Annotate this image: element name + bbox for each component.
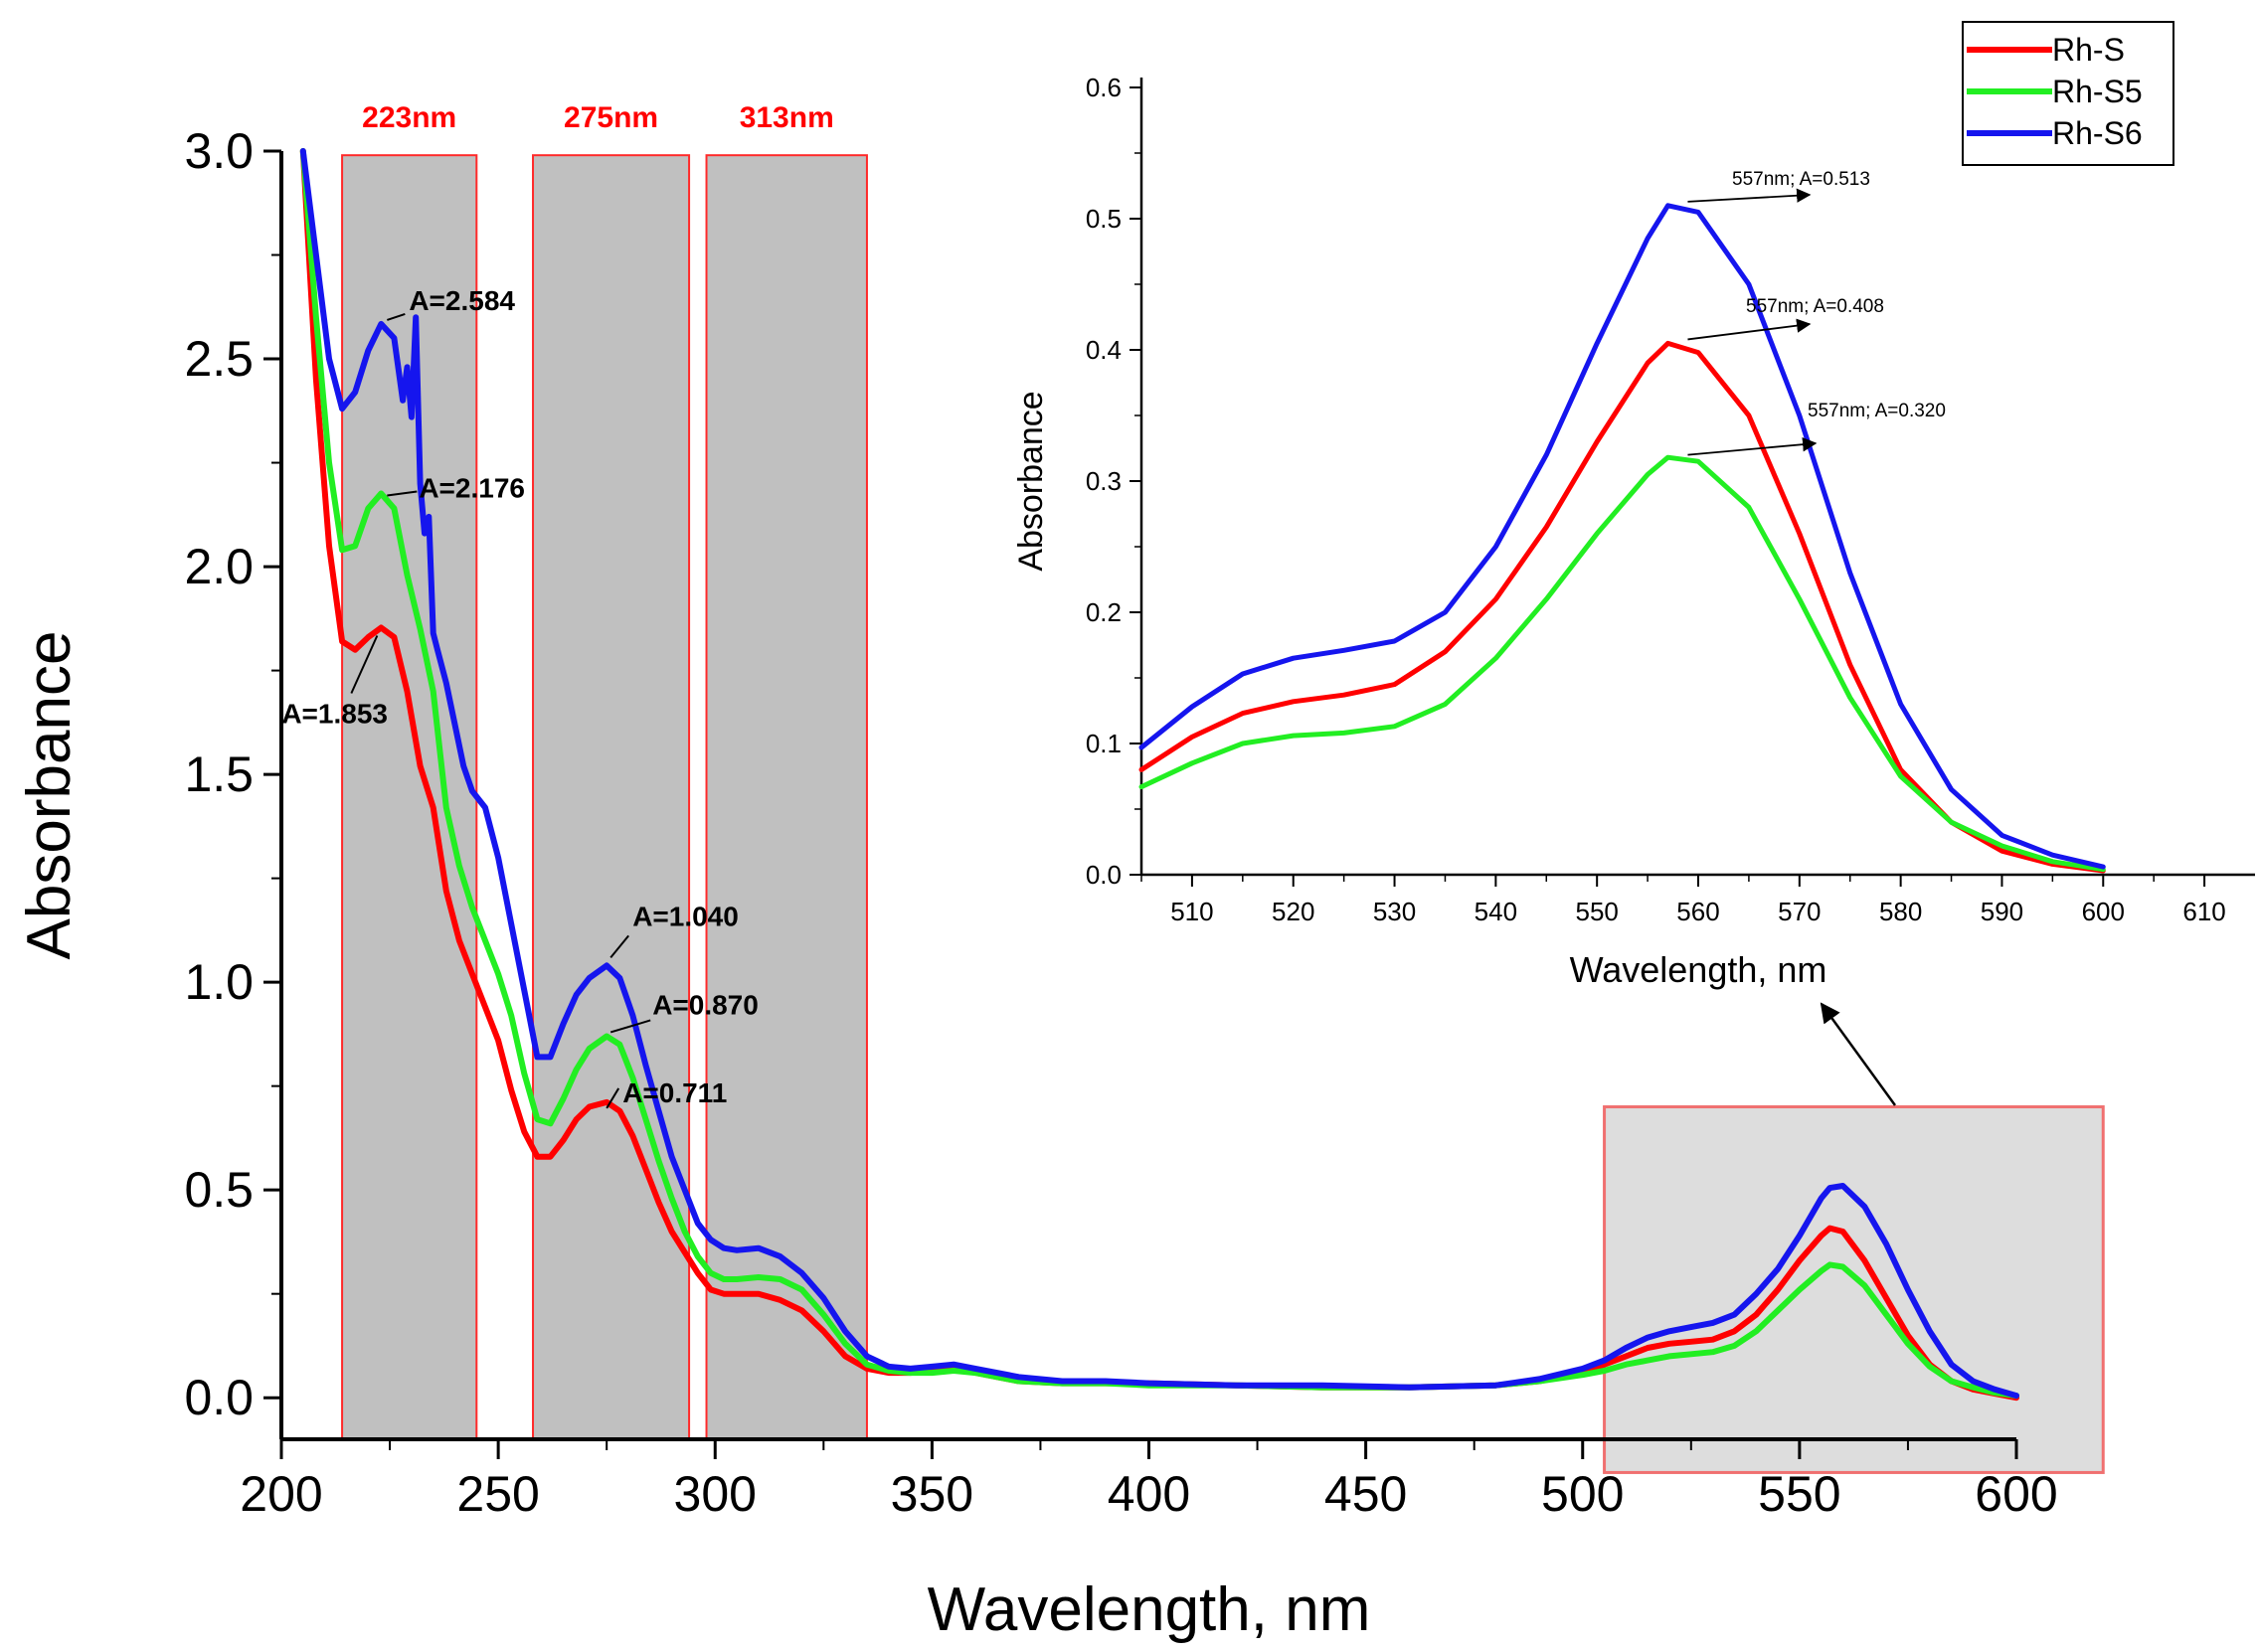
band-1 bbox=[532, 154, 691, 1440]
annotation-leader-3 bbox=[609, 934, 629, 959]
inset-annotation-arrow-0 bbox=[1687, 188, 1812, 203]
inset-x-tick-label-0: 510 bbox=[1170, 897, 1213, 926]
annotation-label-4: A=0.870 bbox=[652, 989, 759, 1020]
inset-x-tick-label-9: 600 bbox=[2082, 897, 2125, 926]
annotation-label-1: A=2.176 bbox=[419, 472, 525, 503]
annotation-label-5: A=0.711 bbox=[622, 1077, 727, 1108]
annotation-leader-5 bbox=[606, 1087, 620, 1109]
band-2 bbox=[705, 154, 868, 1440]
inset-annotation-label-1: 557nm; A=0.408 bbox=[1746, 296, 1884, 317]
x-tick-label-6: 500 bbox=[1541, 1466, 1624, 1522]
x-tick-label-8: 600 bbox=[1975, 1466, 2057, 1522]
annotation-label-0: A=2.584 bbox=[409, 285, 515, 316]
series-line-Rh-S6 bbox=[299, 148, 2019, 1400]
y-tick-label-1: 0.5 bbox=[184, 1162, 254, 1218]
annotation-label-2: A=1.853 bbox=[281, 699, 388, 730]
zoom-region bbox=[1603, 1105, 2105, 1474]
band-label-2: 313nm bbox=[740, 101, 834, 134]
inset-annotation-arrow-2 bbox=[1687, 436, 1818, 456]
x-tick-label-7: 550 bbox=[1758, 1466, 1840, 1522]
x-tick-label-4: 400 bbox=[1108, 1466, 1190, 1522]
y-tick-label-0: 0.0 bbox=[184, 1370, 254, 1425]
inset-x-tick-label-10: 610 bbox=[2182, 897, 2225, 926]
inset-y-tick-label-1: 0.1 bbox=[1086, 729, 1122, 758]
legend-label-2: Rh-S6 bbox=[2052, 115, 2143, 151]
inset-series-line-Rh-S bbox=[1138, 340, 2106, 874]
band-0 bbox=[341, 154, 478, 1440]
inset-series-line-Rh-S5 bbox=[1138, 454, 2106, 873]
inset-y-tick-label-3: 0.3 bbox=[1086, 466, 1122, 496]
y-tick-label-4: 2.0 bbox=[184, 539, 254, 594]
x-tick-label-3: 350 bbox=[891, 1466, 973, 1522]
y-tick-label-3: 1.5 bbox=[184, 746, 254, 802]
annotation-leader-1 bbox=[387, 490, 418, 497]
inset-y-tick-label-0: 0.0 bbox=[1086, 860, 1122, 890]
series-line-Rh-S bbox=[299, 148, 2019, 1402]
inset-x-tick-label-1: 520 bbox=[1272, 897, 1314, 926]
inset-chart: 0.0 0.1 0.2 0.3 0.4 0.5 0.6 510 520 530 540 550 560 5… bbox=[1012, 73, 2255, 990]
x-tick-label-0: 200 bbox=[240, 1466, 322, 1522]
y-tick-label-6: 3.0 bbox=[184, 123, 254, 179]
inset-x-tick-label-8: 590 bbox=[1981, 897, 2023, 926]
inset-annotation-arrow-1 bbox=[1687, 318, 1812, 341]
inset-x-tick-label-7: 580 bbox=[1879, 897, 1922, 926]
inset-x-tick-label-2: 530 bbox=[1373, 897, 1416, 926]
x-tick-label-5: 450 bbox=[1324, 1466, 1407, 1522]
inset-y-tick-label-4: 0.4 bbox=[1086, 335, 1122, 365]
annotation-leader-0 bbox=[387, 312, 406, 321]
inset-x-tick-label-3: 540 bbox=[1475, 897, 1517, 926]
y-tick-label-5: 2.5 bbox=[184, 331, 254, 387]
y-tick-label-2: 1.0 bbox=[184, 954, 254, 1010]
legend: Rh-S Rh-S5 Rh-S6 bbox=[1962, 21, 2174, 166]
annotation-leader-4 bbox=[609, 1019, 651, 1034]
y-axis-title: Absorbance bbox=[15, 631, 84, 960]
inset-y-tick-label-2: 0.2 bbox=[1086, 597, 1122, 627]
inset-y-tick-label-6: 0.6 bbox=[1086, 73, 1122, 102]
main-chart: 223nm 275nm 313nm 0.0 0.5 1.0 1.5 2.0 2.5 3.0 200 2… bbox=[15, 101, 2105, 1644]
x-axis-title: Wavelength, nm bbox=[928, 1575, 1371, 1644]
inset-x-tick-label-5: 560 bbox=[1676, 897, 1719, 926]
inset-annotation-label-0: 557nm; A=0.513 bbox=[1732, 169, 1870, 190]
inset-x-tick-label-4: 550 bbox=[1575, 897, 1618, 926]
x-tick-label-1: 250 bbox=[456, 1466, 539, 1522]
legend-label-1: Rh-S5 bbox=[2052, 74, 2143, 109]
zoom-arrow bbox=[1820, 1002, 1897, 1106]
band-label-0: 223nm bbox=[362, 101, 456, 134]
x-tick-label-2: 300 bbox=[674, 1466, 757, 1522]
inset-annotation-label-2: 557nm; A=0.320 bbox=[1808, 401, 1946, 421]
annotation-leader-2 bbox=[350, 635, 379, 694]
series-line-Rh-S5 bbox=[299, 148, 2019, 1400]
band-label-1: 275nm bbox=[564, 101, 658, 134]
inset-y-axis-title: Absorbance bbox=[1012, 391, 1050, 571]
inset-y-tick-label-5: 0.5 bbox=[1086, 204, 1122, 234]
inset-x-tick-label-6: 570 bbox=[1778, 897, 1821, 926]
inset-series-line-Rh-S6 bbox=[1138, 203, 2106, 870]
legend-label-0: Rh-S bbox=[2052, 32, 2125, 68]
inset-x-axis-title: Wavelength, nm bbox=[1570, 949, 1827, 990]
annotation-label-3: A=1.040 bbox=[632, 901, 739, 931]
